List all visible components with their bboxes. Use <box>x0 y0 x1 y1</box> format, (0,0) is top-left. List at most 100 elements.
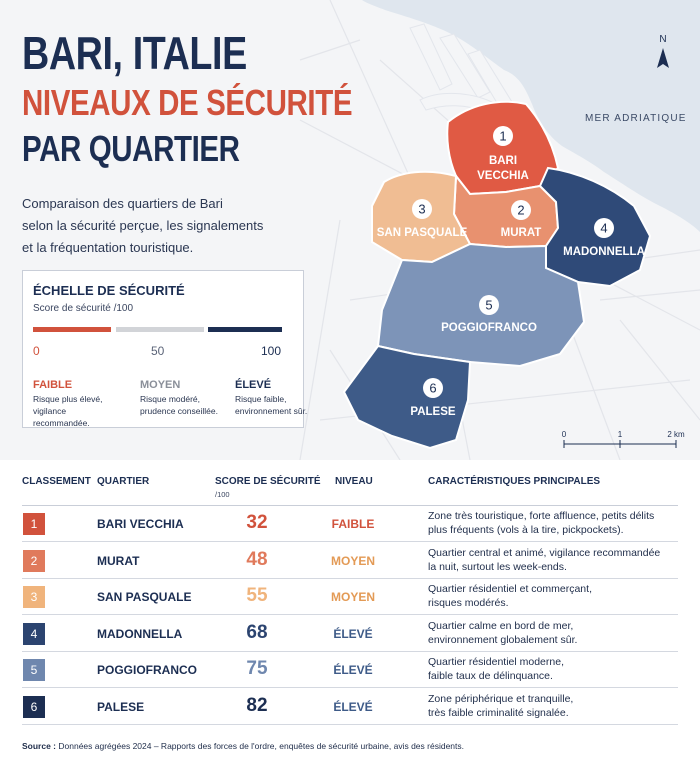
district-features: Quartier central et animé, vigilance rec… <box>428 546 678 574</box>
map-scalebar: 0 1 2 km <box>562 430 685 448</box>
district-name-label: MURAT <box>501 227 542 239</box>
header-district: QUARTIER <box>97 476 150 487</box>
level-desc-line: Risque faible, <box>235 394 287 404</box>
district-label-3: 3 SAN PASQUALE <box>377 199 468 239</box>
scale-subtitle: Score de sécurité /100 <box>33 303 134 314</box>
district-number-circle <box>423 378 443 398</box>
district-features: Zone périphérique et tranquille, très fai… <box>428 692 678 720</box>
sea-area <box>362 0 700 232</box>
scale-title: ÉCHELLE DE SÉCURITÉ <box>33 283 185 298</box>
district-features: Zone très touristique, forte affluence, … <box>428 509 678 537</box>
district-name: MADONNELLA <box>97 626 183 641</box>
header-rank: CLASSEMENT <box>22 476 91 487</box>
scale-tick-50: 50 <box>151 344 165 358</box>
scale-bar-low <box>33 327 111 332</box>
district-features: Quartier résidentiel et commerçant, risqu… <box>428 582 678 610</box>
district-number: 4 <box>600 221 607 236</box>
title-by-district: PAR QUARTIER <box>22 128 240 169</box>
district-name-label: MADONNELLA <box>563 246 645 258</box>
table-row: 3 SAN PASQUALE 55 MOYEN Quartier résidentiel… <box>22 579 678 615</box>
intro-text: Comparaison des quartiers de Bari selon … <box>22 193 282 259</box>
district-name-label: PALESE <box>410 406 455 418</box>
scale-bar-high <box>208 327 282 332</box>
district-number-circle <box>412 199 432 219</box>
level-desc-line: Risque plus élevé, <box>33 394 103 404</box>
level-name-high: ÉLEVÉ <box>235 379 272 391</box>
title-safety-levels: NIVEAUX DE SÉCURITÉ <box>22 82 353 123</box>
district-area-1[interactable] <box>446 100 560 196</box>
source-label: Source : <box>22 741 57 751</box>
intro-line: Comparaison des quartiers de Bari <box>22 196 223 211</box>
district-number: 1 <box>499 129 506 144</box>
safety-level: ÉLEVÉ <box>333 626 373 641</box>
district-number-circle <box>594 218 614 238</box>
level-desc-line: Risque modéré, <box>140 394 201 404</box>
source-text: Données agrégées 2024 – Rapports des for… <box>56 741 464 751</box>
feature-line: la nuit, surtout les week-ends. <box>428 560 567 573</box>
scalebar-label-2: 2 km <box>667 430 685 439</box>
intro-line: et la fréquentation touristique. <box>22 240 194 255</box>
feature-line: Quartier calme en bord de mer, <box>428 619 574 632</box>
safety-level: ÉLEVÉ <box>333 663 373 677</box>
district-number-circle <box>511 200 531 220</box>
district-label-4: 4 MADONNELLA <box>563 218 645 258</box>
scale-tick-0: 0 <box>33 344 40 358</box>
feature-line: Quartier résidentiel moderne, <box>428 656 564 668</box>
source-note: Source : Données agrégées 2024 – Rapport… <box>22 741 464 751</box>
safety-level: MOYEN <box>330 590 375 604</box>
header-level: NIVEAU <box>335 476 373 487</box>
district-name: BARI VECCHIA <box>97 517 184 531</box>
level-desc-line: environnement sûr. <box>235 406 308 416</box>
district-number-circle <box>493 126 513 146</box>
safety-score: 48 <box>246 548 268 570</box>
district-features: Quartier résidentiel moderne, faible taux… <box>428 655 678 683</box>
feature-line: environnement globalement sûr. <box>428 633 578 646</box>
safety-scale-legend: ÉCHELLE DE SÉCURITÉ Score de sécurité /1… <box>22 270 307 429</box>
scalebar-label-1: 1 <box>618 430 623 439</box>
feature-line: Zone périphérique et tranquille, <box>428 692 574 705</box>
safety-score: 75 <box>246 658 268 679</box>
district-number: 6 <box>429 381 436 396</box>
level-desc-medium: Risque modéré, prudence conseillée. <box>140 393 230 417</box>
level-name-medium: MOYEN <box>140 379 181 391</box>
rank-badge: 1 <box>23 513 45 535</box>
district-name-label: SAN PASQUALE <box>377 227 468 239</box>
feature-line: faible taux de délinquance. <box>428 670 553 682</box>
district-name: PALESE <box>97 699 145 714</box>
feature-line: Zone très touristique, forte affluence, … <box>428 510 655 522</box>
level-desc-line: prudence conseillée. <box>140 406 218 416</box>
district-name-label: VECCHIA <box>477 170 529 182</box>
district-label-2: 2 MURAT <box>501 200 542 239</box>
table-header: CLASSEMENT QUARTIER SCORE DE SÉCURITÉ /1… <box>22 470 678 506</box>
rank-badge: 4 <box>23 622 45 645</box>
rank-badge: 6 <box>23 695 45 718</box>
district-label-6: 6 PALESE <box>410 378 456 418</box>
district-name: POGGIOFRANCO <box>97 663 198 677</box>
header-score-unit: /100 <box>215 490 230 499</box>
scale-bar-medium <box>116 327 204 332</box>
table-row: 6 PALESE 82 ÉLEVÉ Zone périphérique et tranq… <box>22 689 678 725</box>
safety-level: FAIBLE <box>331 517 375 531</box>
level-desc-low: Risque plus élevé, vigilance recommandée… <box>33 393 123 429</box>
table-row: 5 POGGIOFRANCO 75 ÉLEVÉ Quartier résidentiel… <box>22 652 678 688</box>
safety-score: 68 <box>246 621 268 643</box>
district-label-1: 1 BARI VECCHIA <box>477 126 529 182</box>
table-row: 4 MADONNELLA 68 ÉLEVÉ Quartier calme en bord… <box>22 616 678 652</box>
feature-line: risques modérés. <box>428 597 509 609</box>
rank-badge: 3 <box>23 586 45 608</box>
district-number-circle <box>479 295 499 315</box>
scale-tick-100: 100 <box>261 344 282 358</box>
header-features: CARACTÉRISTIQUES PRINCIPALES <box>428 476 601 487</box>
district-area-6[interactable] <box>342 344 472 450</box>
district-name: MURAT <box>97 553 140 568</box>
district-name-label: BARI <box>489 155 517 167</box>
rank-badge: 2 <box>23 549 45 572</box>
safety-score: 82 <box>246 694 268 716</box>
north-arrow-icon: N <box>657 34 669 68</box>
level-desc-high: Risque faible, environnement sûr. <box>235 393 325 417</box>
intro-line: selon la sécurité perçue, les signalemen… <box>22 218 264 233</box>
safety-level: MOYEN <box>330 553 375 568</box>
header-score: SCORE DE SÉCURITÉ <box>215 476 321 487</box>
safety-score: 32 <box>246 512 268 533</box>
district-label-5: 5 POGGIOFRANCO <box>441 295 537 334</box>
